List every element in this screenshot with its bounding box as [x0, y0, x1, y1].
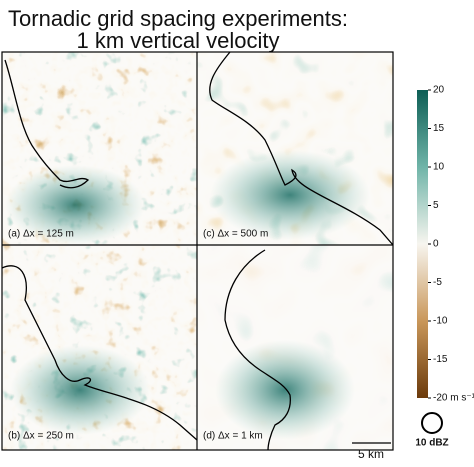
panel-a: (a) Δx = 125 m	[2, 52, 197, 245]
title-line: 1 km vertical velocity	[77, 28, 280, 53]
vortex-shading	[210, 150, 370, 240]
panel-b: (b) Δx = 250 m	[1, 245, 198, 450]
panel-label: (d) Δx = 1 km	[203, 431, 263, 442]
panel-d: (d) Δx = 1 km	[197, 245, 393, 451]
colorbar-tick-label: -20 m s⁻¹	[433, 393, 474, 404]
colorbar-tick-label: 0	[433, 239, 439, 250]
contour-legend-label: 10 dBZ	[415, 438, 448, 449]
vortex-shading	[5, 165, 145, 245]
panel-c: (c) Δx = 500 m	[197, 51, 394, 246]
colorbar-tick-label: 5	[433, 200, 439, 211]
reflectivity-contour	[4, 59, 90, 189]
vortex-shading	[10, 345, 150, 435]
colorbar-tick-label: 15	[433, 123, 445, 134]
panel-label: (a) Δx = 125 m	[8, 229, 74, 240]
reflectivity-contour	[1, 265, 198, 441]
reflectivity-contour	[209, 51, 394, 246]
contour-legend-symbol	[421, 412, 443, 434]
scale-bar-label: 5 km	[358, 447, 384, 461]
colorbar-tick-label: -5	[433, 277, 442, 288]
colorbar-tick-label: 20	[433, 85, 445, 96]
colorbar-tick-label: -15	[433, 354, 448, 365]
panel-label: (c) Δx = 500 m	[203, 229, 268, 240]
reflectivity-contour	[224, 249, 291, 451]
title-line: Tornadic grid spacing experiments:	[8, 6, 348, 31]
vortex-shading	[215, 340, 355, 440]
colorbar-tick-label: 10	[433, 162, 445, 173]
panel-label: (b) Δx = 250 m	[8, 431, 74, 442]
colorbar-tick-label: -10	[433, 316, 448, 327]
colorbar	[417, 90, 428, 398]
